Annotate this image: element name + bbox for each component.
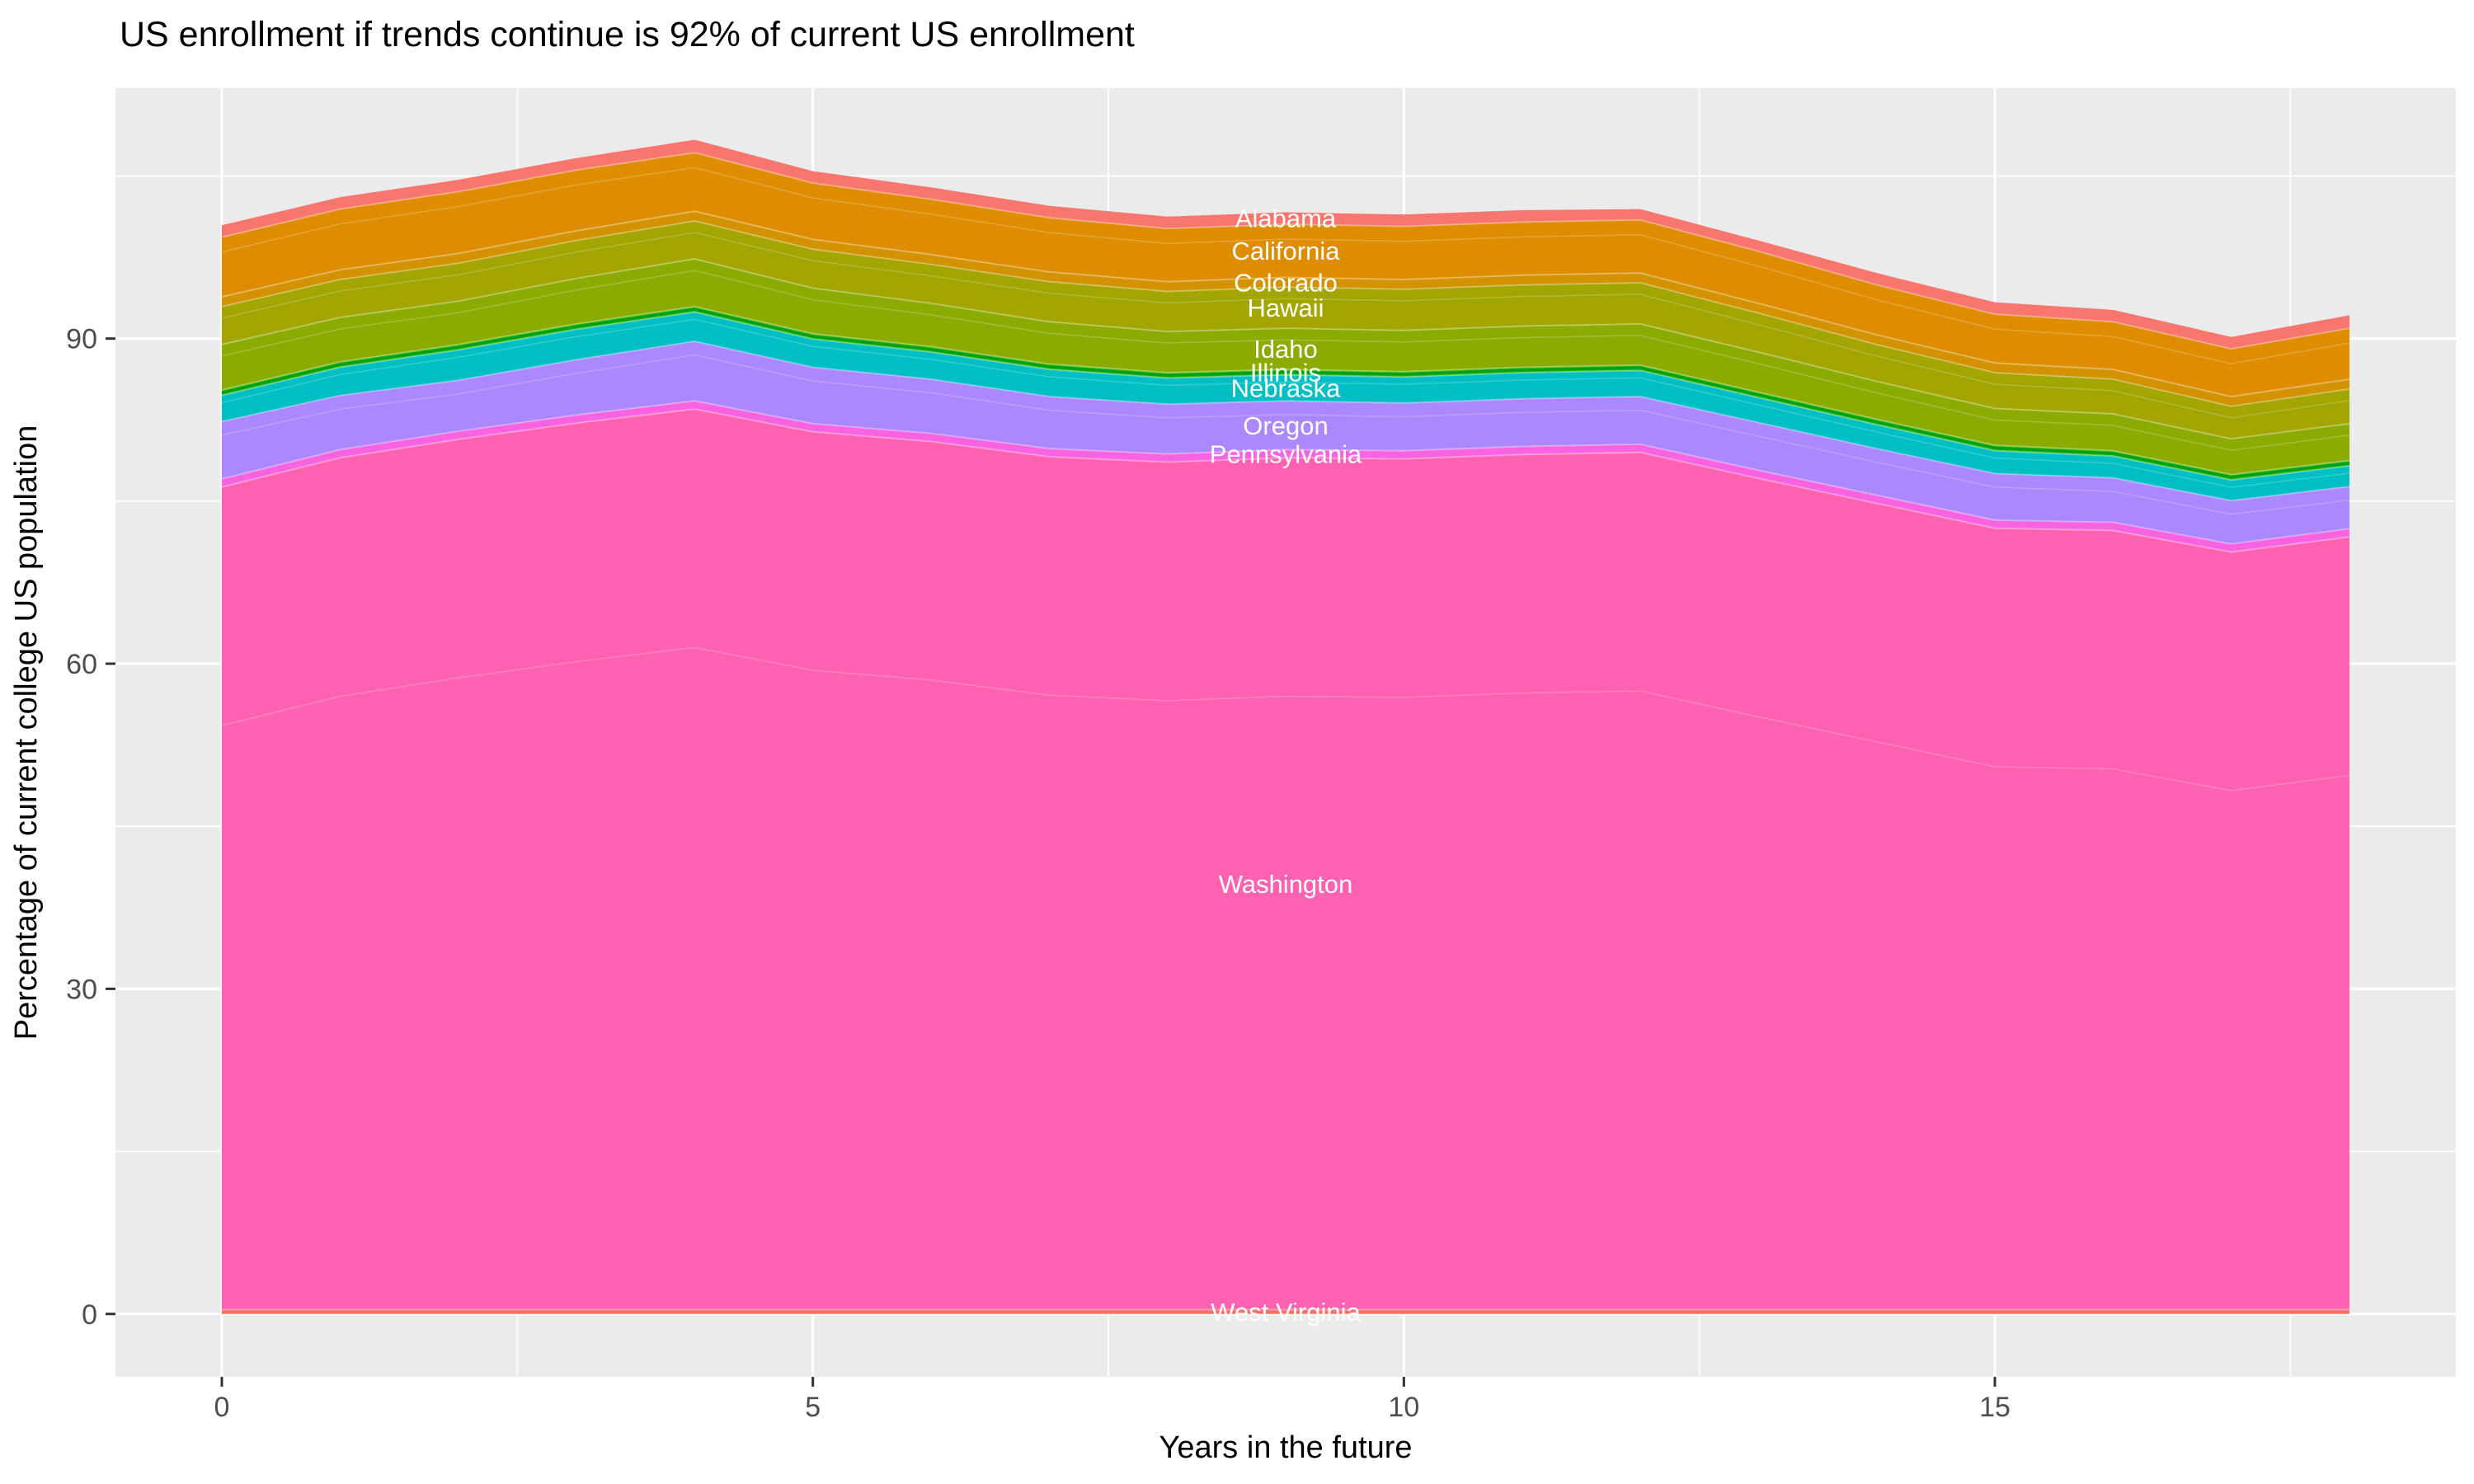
x-tick-label: 0 bbox=[214, 1392, 230, 1423]
area-label-illinois: Illinois bbox=[1250, 358, 1321, 387]
x-tick-label: 5 bbox=[805, 1392, 821, 1423]
band-inner-hairline bbox=[221, 167, 2350, 365]
area-label-hawaii: Hawaii bbox=[1247, 294, 1324, 322]
band-boundary-hairline bbox=[221, 400, 2350, 545]
area-label-alabama: Alabama bbox=[1235, 204, 1337, 233]
area-label-colorado: Colorado bbox=[1234, 268, 1338, 297]
area-oregon bbox=[222, 340, 2349, 544]
area-west-virginia bbox=[222, 1309, 2349, 1314]
chart-title: US enrollment if trends continue is 92% … bbox=[120, 15, 1135, 54]
band-boundary-hairline bbox=[221, 408, 2350, 553]
area-label-pennsylvania: Pennsylvania bbox=[1210, 439, 1362, 468]
band-boundary-hairline bbox=[221, 305, 2350, 476]
band-boundary-hairline bbox=[221, 258, 2350, 440]
area-labels: West Virginia Washington PennsylvaniaOrego… bbox=[1210, 204, 1362, 1327]
area-label-oregon: Oregon bbox=[1243, 411, 1328, 440]
area-label-idaho: Idaho bbox=[1253, 335, 1318, 364]
band-inner-hairline bbox=[221, 232, 2350, 419]
band-boundary-hairline bbox=[221, 210, 2350, 398]
y-tick-label: 30 bbox=[66, 974, 97, 1005]
x-axis-title: Years in the future bbox=[1159, 1430, 1412, 1465]
area-washington bbox=[222, 409, 2349, 1310]
band-boundary-hairline bbox=[221, 340, 2350, 502]
y-tick-label: 90 bbox=[66, 324, 97, 355]
area-hawaii bbox=[222, 221, 2349, 439]
band-inner-hairline bbox=[221, 318, 2350, 488]
illinois-dark-stripe bbox=[221, 308, 2350, 479]
band-inner-hairline bbox=[221, 270, 2350, 452]
area-nebraska bbox=[222, 312, 2349, 501]
area-label-nebraska: Nebraska bbox=[1231, 373, 1341, 402]
y-tick-label: 60 bbox=[66, 649, 97, 680]
band-boundary-hairline bbox=[221, 220, 2350, 407]
x-tick-label: 10 bbox=[1388, 1392, 1419, 1423]
stacked-areas bbox=[221, 139, 2350, 1314]
x-tick-label: 15 bbox=[1979, 1392, 2011, 1423]
area-label-washington: Washington bbox=[1219, 870, 1353, 899]
area-label-west-virginia: West Virginia bbox=[1211, 1298, 1361, 1327]
band-boundary-hairline bbox=[221, 152, 2350, 350]
y-tick-label: 0 bbox=[82, 1299, 97, 1331]
band-boundary-hairline bbox=[221, 311, 2350, 481]
area-california bbox=[222, 153, 2349, 397]
axes: 0 5 10 15 0 30 60 90 Years in the future Percenta… bbox=[9, 324, 2011, 1465]
y-axis-title: Percentage of current college US populat… bbox=[9, 425, 44, 1040]
area-idaho bbox=[222, 259, 2349, 475]
area-label-california: California bbox=[1232, 237, 1341, 265]
band-inner-hairline bbox=[221, 354, 2350, 515]
band-inner-hairline bbox=[221, 646, 2350, 791]
